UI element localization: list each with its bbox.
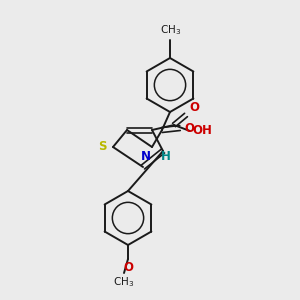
- Text: OH: OH: [192, 124, 212, 137]
- Text: N: N: [141, 150, 151, 163]
- Text: CH$_3$: CH$_3$: [113, 275, 135, 289]
- Text: O: O: [123, 261, 133, 274]
- Text: O: O: [189, 101, 199, 114]
- Text: O: O: [184, 122, 194, 134]
- Text: H: H: [161, 150, 171, 163]
- Text: S: S: [98, 140, 107, 152]
- Text: CH$_3$: CH$_3$: [160, 23, 182, 37]
